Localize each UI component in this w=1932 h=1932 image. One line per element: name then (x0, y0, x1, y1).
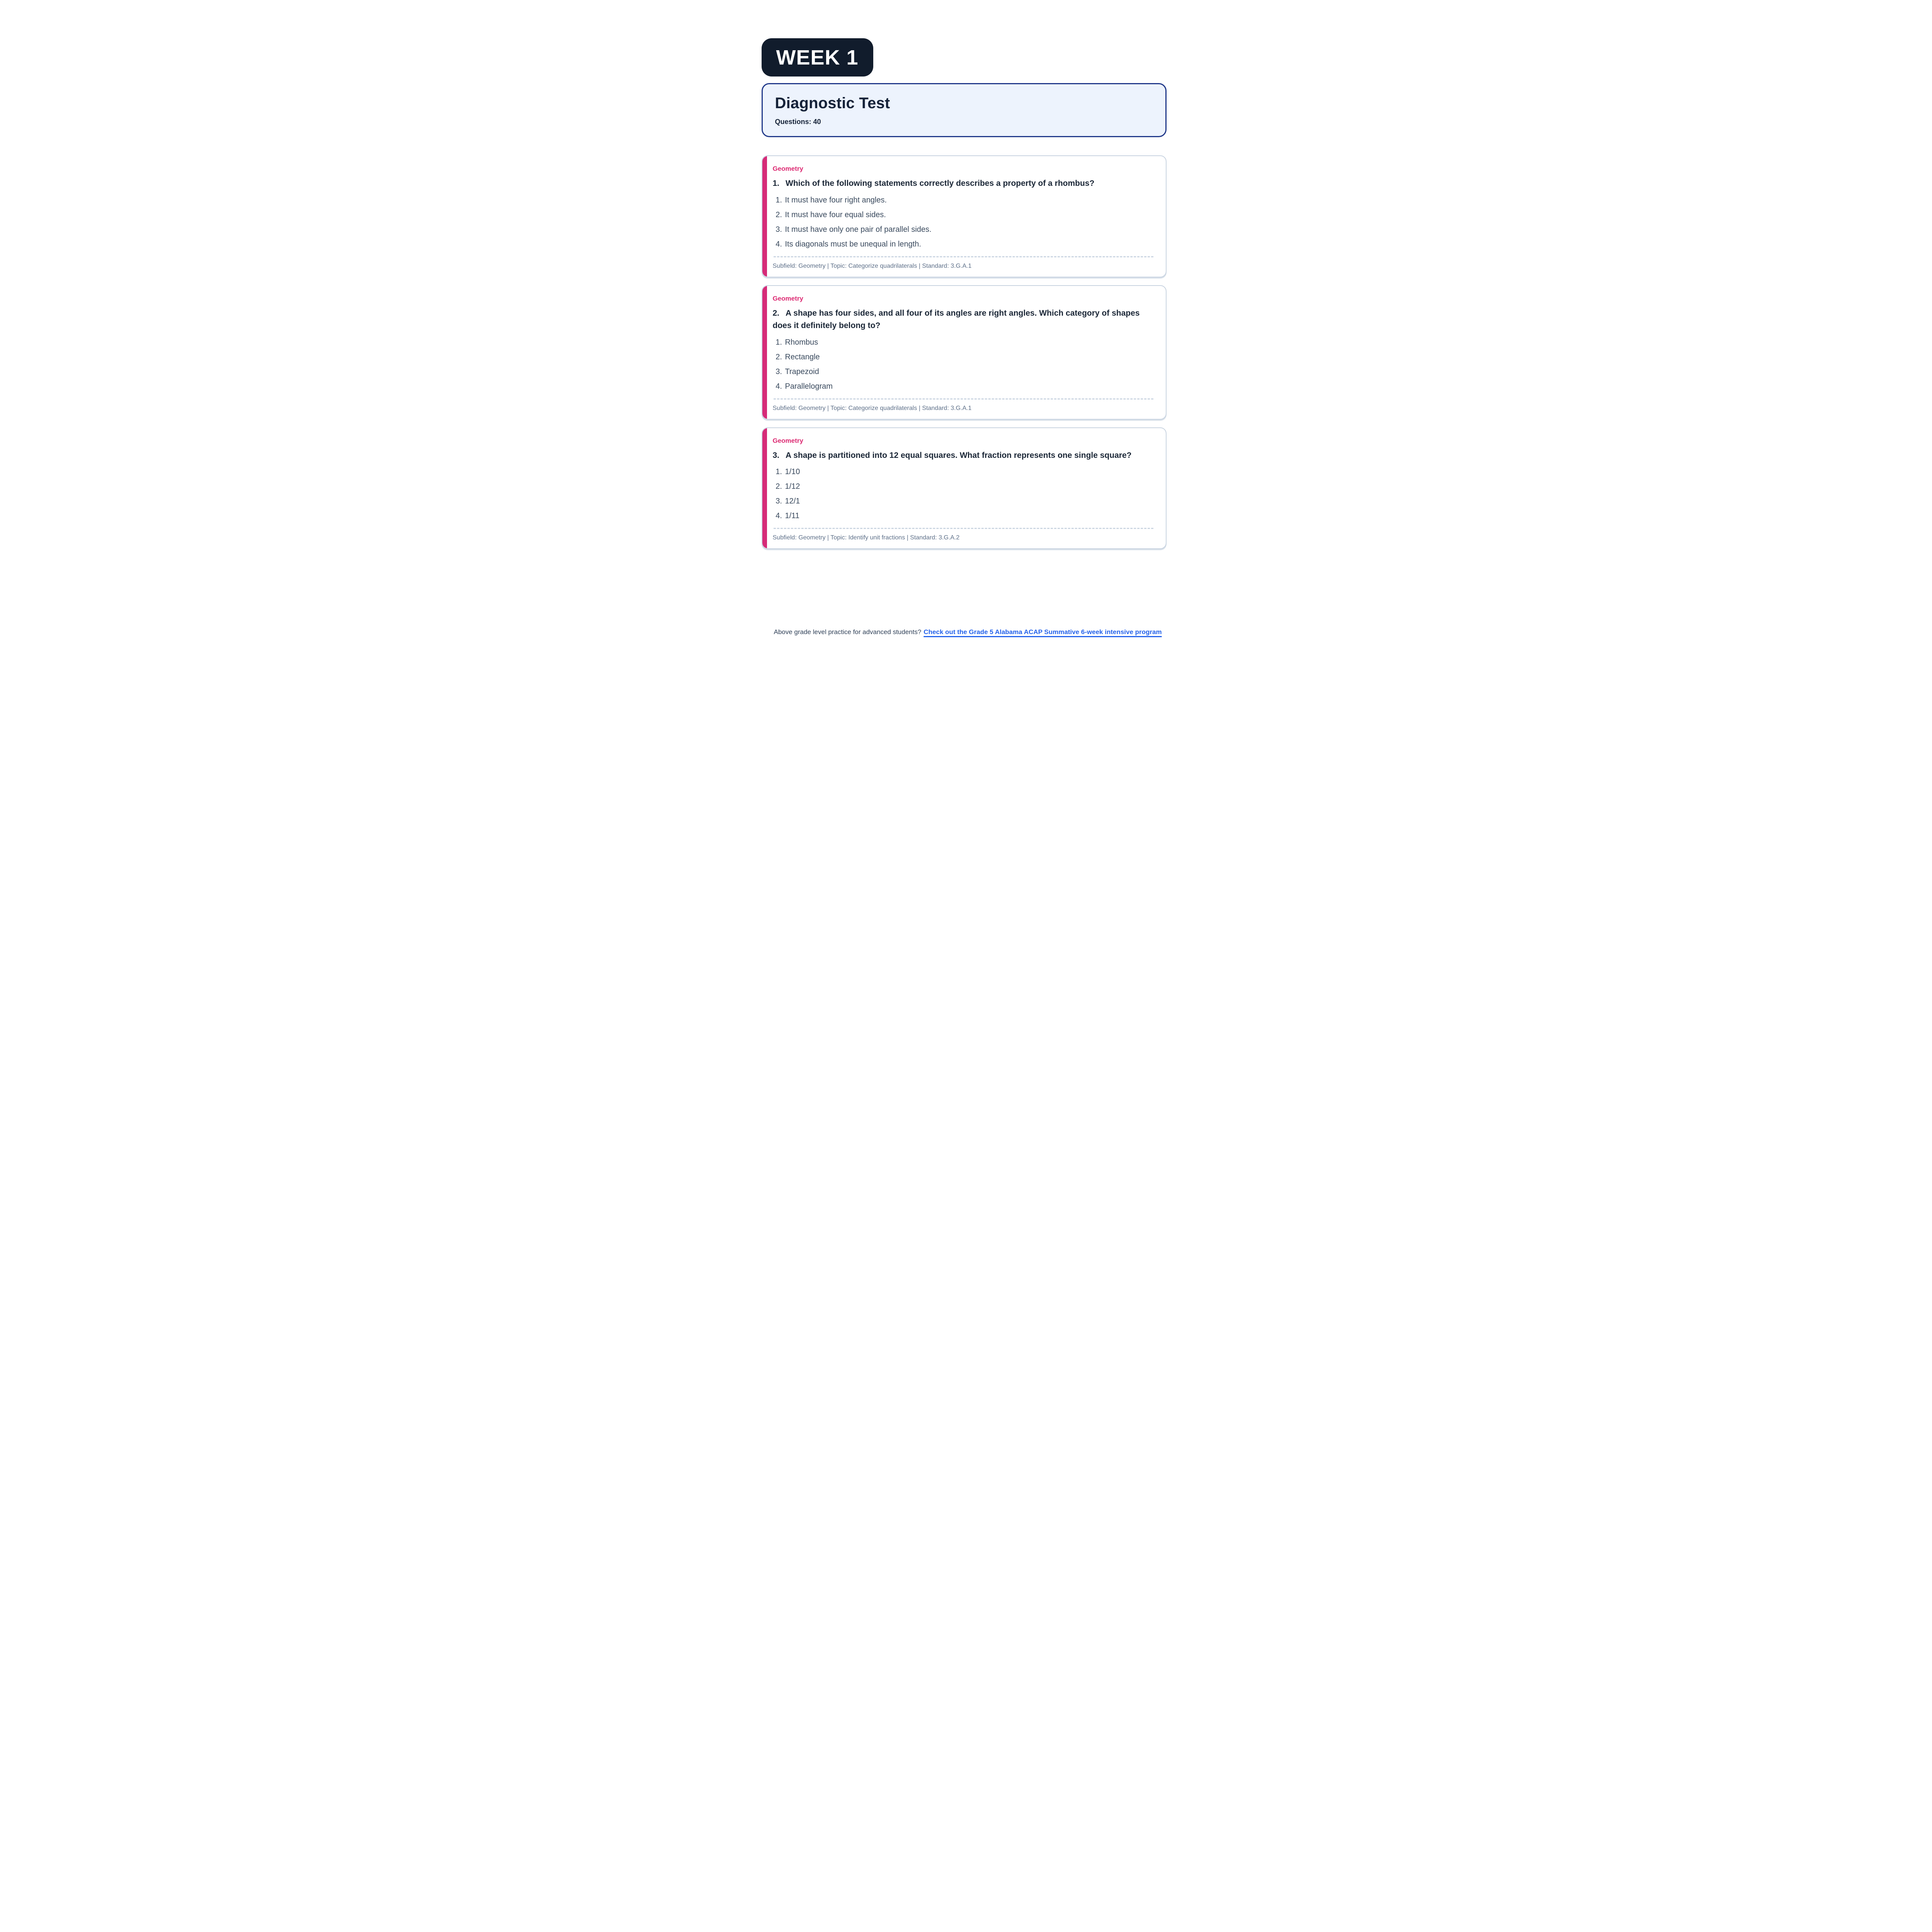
question-body: A shape has four sides, and all four of … (772, 308, 1140, 330)
question-number: 2. (772, 308, 780, 318)
test-title: Diagnostic Test (775, 95, 890, 112)
answer-option: It must have only one pair of parallel s… (784, 225, 1153, 234)
question-meta: Subfield: Geometry | Topic: Identify uni… (772, 534, 960, 541)
footer-text: Above grade level practice for advanced … (774, 628, 922, 636)
subject-label: Geometry (772, 437, 803, 444)
answer-options: Rhombus Rectangle Trapezoid Parallelogra… (773, 338, 1153, 391)
answer-option: It must have four equal sides. (784, 211, 1153, 219)
answer-option: It must have four right angles. (784, 196, 1153, 205)
question-card-3: Geometry 3. A shape is partitioned into 1… (761, 427, 1167, 549)
answer-option: Its diagonals must be unequal in length. (784, 240, 1153, 249)
answer-option: Rhombus (784, 338, 1153, 347)
answer-option: Rectangle (784, 353, 1153, 362)
accent-bar (762, 156, 767, 277)
answer-options: It must have four right angles. It must … (773, 196, 1153, 249)
answer-options: 1/10 1/12 12/1 1/11 (773, 468, 1153, 520)
test-info-card: Diagnostic Test Questions: 40 (761, 83, 1167, 137)
subject-label: Geometry (772, 294, 803, 302)
answer-option: 1/12 (784, 482, 1153, 491)
answer-option: 1/10 (784, 468, 1153, 476)
worksheet-page: WEEK 1 Diagnostic Test Questions: 40 Geo… (719, 0, 1213, 638)
question-text: 2. A shape has four sides, and all four o… (773, 307, 1153, 332)
question-meta: Subfield: Geometry | Topic: Categorize q… (772, 405, 972, 412)
answer-option: 12/1 (784, 497, 1153, 506)
answer-option: Parallelogram (784, 382, 1153, 391)
accent-bar (762, 428, 767, 549)
question-number: 1. (772, 179, 780, 188)
answer-option: 1/11 (784, 512, 1153, 520)
footer: Above grade level practice for advanced … (774, 628, 1213, 636)
dashed-divider (773, 256, 1153, 257)
question-number: 3. (772, 451, 780, 460)
question-meta: Subfield: Geometry | Topic: Categorize q… (772, 262, 972, 269)
footer-link[interactable]: Check out the Grade 5 Alabama ACAP Summa… (923, 628, 1162, 636)
subject-label: Geometry (772, 165, 803, 172)
week-badge: WEEK 1 (761, 38, 873, 77)
question-card-2: Geometry 2. A shape has four sides, and a… (761, 285, 1167, 420)
question-body: Which of the following statements correc… (786, 179, 1095, 188)
question-count: Questions: 40 (775, 118, 821, 126)
question-card-1: Geometry 1. Which of the following statem… (761, 155, 1167, 277)
question-body: A shape is partitioned into 12 equal squ… (786, 451, 1132, 460)
question-text: 1. Which of the following statements corr… (773, 177, 1153, 190)
accent-bar (762, 286, 767, 419)
answer-option: Trapezoid (784, 367, 1153, 376)
dashed-divider (773, 528, 1153, 529)
question-text: 3. A shape is partitioned into 12 equal s… (773, 449, 1153, 462)
dashed-divider (773, 398, 1153, 400)
